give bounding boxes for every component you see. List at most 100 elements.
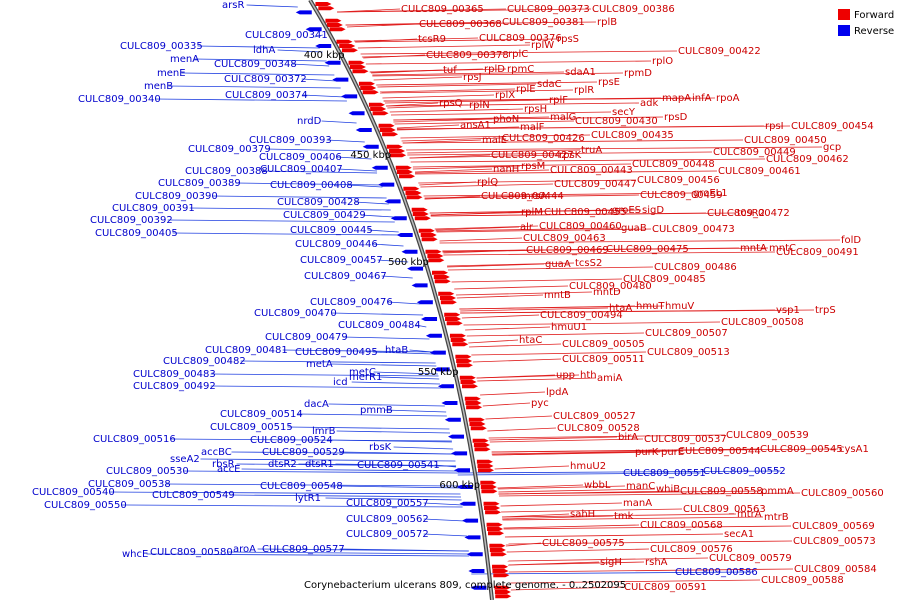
genome-caption: Corynebacterium ulcerans 809, complete g… xyxy=(304,580,626,591)
reverse-gene-label: CULC809_00529 xyxy=(262,447,345,458)
reverse-gene-arrow xyxy=(371,165,388,170)
forward-leader-line xyxy=(389,108,524,113)
forward-gene-label: CULC809_00505 xyxy=(562,339,645,350)
forward-gene-arrow xyxy=(473,443,490,447)
forward-leader-line xyxy=(506,548,650,553)
reverse-gene-arrow xyxy=(324,60,341,65)
backbone-tick-label: 450 kbp xyxy=(350,150,391,161)
forward-leader-line xyxy=(435,227,621,232)
gene-labels: arsR CULC809_00341 CULC809_00335 menA ldhA CU… xyxy=(32,0,884,593)
forward-leader-line xyxy=(407,149,581,154)
forward-gene-arrow xyxy=(485,510,502,515)
reverse-leader-line xyxy=(262,170,378,174)
forward-leader-line xyxy=(394,120,575,125)
forward-leader-line xyxy=(361,53,508,58)
reverse-leader-line xyxy=(372,351,434,355)
reverse-gene-arrow xyxy=(462,518,479,523)
reverse-leader-line xyxy=(314,34,323,38)
reverse-leader-line xyxy=(409,349,433,353)
forward-gene-arrow xyxy=(452,342,469,347)
reverse-leader-line xyxy=(387,301,421,305)
forward-gene-label: secA1 xyxy=(724,529,754,540)
forward-gene-label: manA xyxy=(623,498,652,509)
reverse-leader-line xyxy=(241,468,458,472)
forward-gene-label: hmuV xyxy=(665,301,694,312)
forward-gene-label: mntC xyxy=(769,243,796,254)
forward-gene-arrow xyxy=(325,18,342,23)
reverse-gene-label: ldhA xyxy=(253,45,275,56)
forward-gene-arrow xyxy=(405,191,422,195)
forward-gene-label: rplF xyxy=(549,95,568,106)
forward-gene-arrow xyxy=(336,39,353,44)
forward-leader-line xyxy=(454,285,569,290)
forward-gene-arrow xyxy=(396,170,413,174)
forward-gene-arrow xyxy=(480,485,497,489)
reverse-leader-line xyxy=(330,363,437,367)
reverse-leader-line xyxy=(291,63,330,67)
reverse-gene-label: CULC809_00393 xyxy=(249,135,332,146)
reverse-gene-label: CULC809_00483 xyxy=(133,369,216,380)
forward-gene-label: CULC809_00511 xyxy=(562,354,645,365)
forward-gene-label: CULC809_00473 xyxy=(652,224,735,235)
reverse-gene-label: menA xyxy=(170,54,199,65)
legend-reverse-label: Reverse xyxy=(854,26,894,37)
reverse-gene-label: CULC809_00392 xyxy=(90,215,173,226)
forward-gene-label: phoN xyxy=(493,114,519,125)
reverse-leader-line xyxy=(197,45,320,49)
forward-gene-arrow xyxy=(489,548,506,552)
forward-gene-label: cysA1 xyxy=(839,444,869,455)
forward-leader-line xyxy=(369,68,507,73)
forward-gene-label: CULC809_00539 xyxy=(726,430,809,441)
forward-gene-arrow xyxy=(476,459,493,464)
forward-leader-line xyxy=(439,239,841,244)
forward-gene-label: CULC809_00430 xyxy=(575,116,658,127)
forward-leader-line xyxy=(459,305,665,310)
forward-leader-line xyxy=(461,314,540,319)
reverse-gene-arrow xyxy=(454,468,471,473)
forward-leader-line xyxy=(463,321,721,326)
forward-gene-label: tuf xyxy=(443,65,457,76)
reverse-gene-arrow xyxy=(295,10,312,15)
reverse-gene-label: CULC809_00467 xyxy=(304,271,387,282)
forward-gene-label: alr xyxy=(520,222,534,233)
forward-leader-line xyxy=(498,492,801,497)
forward-leader-line xyxy=(372,71,565,76)
forward-leader-line xyxy=(401,137,502,142)
legend-forward-label: Forward xyxy=(854,10,894,21)
forward-gene-arrow xyxy=(406,195,423,200)
forward-gene-label: CULC809_00373 xyxy=(507,4,590,15)
forward-leader-line xyxy=(379,88,516,93)
forward-gene-label: tcsR9 xyxy=(418,34,446,45)
forward-gene-arrow xyxy=(434,279,451,284)
reverse-gene-label: CULC809_00530 xyxy=(106,466,189,477)
reverse-gene-label: CULC809_00541 xyxy=(357,460,440,471)
reverse-gene-arrow xyxy=(411,283,428,288)
reverse-gene-label: CULC809_00538 xyxy=(88,479,171,490)
forward-leader-line xyxy=(510,579,761,584)
reverse-gene-arrow xyxy=(401,249,418,254)
forward-gene-arrow xyxy=(456,359,473,363)
forward-gene-label: rplD xyxy=(484,64,505,75)
reverse-gene-label: CULC809_00557 xyxy=(346,498,429,509)
forward-leader-line xyxy=(412,165,521,170)
reverse-gene-label: htaB xyxy=(385,345,408,356)
forward-leader-line xyxy=(355,38,557,43)
forward-leader-line xyxy=(472,358,562,363)
reverse-gene-label: CULC809_00476 xyxy=(310,297,393,308)
forward-gene-label: CULC809_00427 xyxy=(491,150,574,161)
forward-gene-label: adk xyxy=(640,98,658,109)
forward-gene-label: CULC809_00486 xyxy=(654,262,737,273)
forward-gene-label: CULC809_00460 xyxy=(539,221,622,232)
reverse-gene-arrow xyxy=(451,451,468,456)
forward-gene-arrow xyxy=(494,585,511,590)
forward-gene-arrow xyxy=(493,573,510,578)
reverse-gene-label: CULC809_00540 xyxy=(32,487,115,498)
forward-leader-line xyxy=(510,586,624,591)
forward-leader-line xyxy=(491,450,678,455)
reverse-gene-label: CULC809_00348 xyxy=(214,59,297,70)
forward-gene-label: ansA1 xyxy=(460,120,491,131)
reverse-leader-line xyxy=(210,373,439,377)
forward-gene-label: rpsS xyxy=(557,34,579,45)
forward-gene-label: guaA xyxy=(545,259,571,270)
reverse-gene-label: CULC809_00562 xyxy=(346,514,429,525)
